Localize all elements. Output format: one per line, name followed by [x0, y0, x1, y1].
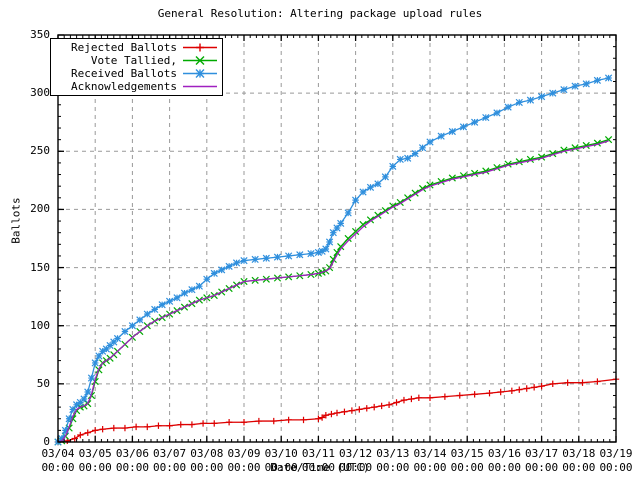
- x-tick-label-date: 03/07: [153, 447, 187, 460]
- chart-title: General Resolution: Altering package upl…: [157, 7, 483, 20]
- y-tick-label: 150: [30, 260, 50, 274]
- axis-ticks: [57, 34, 617, 443]
- x-tick-label-date: 03/09: [227, 447, 261, 460]
- x-axis-title: Date/Time (UTC): [270, 461, 370, 474]
- legend-item-0[interactable]: Rejected Ballots: [53, 41, 218, 54]
- x-tick-label-date: 03/18: [562, 447, 596, 460]
- x-tick-label-time: 00:00: [339, 461, 373, 474]
- x-tick-label-time: 00:00: [227, 461, 261, 474]
- x-tick-label-time: 00:00: [487, 461, 521, 474]
- legend-item-label: Vote Tallied,: [90, 54, 177, 67]
- x-tick-label-time: 00:00: [190, 461, 224, 474]
- x-tick-label-date: 03/15: [450, 447, 484, 460]
- x-tick-label-time: 00:00: [599, 461, 633, 474]
- x-tick-label-date: 03/12: [339, 447, 373, 460]
- x-tick-label-time: 00:00: [376, 461, 410, 474]
- legend-sample-none-icon: [183, 85, 217, 88]
- legend-sample-star-icon: [183, 69, 217, 78]
- x-tick-label-time: 00:00: [115, 461, 149, 474]
- x-tick-label-date: 03/16: [487, 447, 521, 460]
- x-tick-label-time: 00:00: [301, 461, 335, 474]
- x-tick-label-date: 03/14: [413, 447, 447, 460]
- legend-item-label: Received Ballots: [71, 67, 177, 80]
- legend-sample-plus-icon: [183, 43, 217, 52]
- x-tick-label-time: 00:00: [153, 461, 187, 474]
- x-tick-label-date: 03/05: [78, 447, 112, 460]
- series-1: [54, 136, 613, 446]
- chart-legend: Rejected Ballots Vote Tallied, Received Ba…: [50, 38, 223, 96]
- legend-item-label: Acknowledgements: [71, 80, 177, 93]
- data-series-layer: [54, 74, 620, 446]
- legend-item-label: Rejected Ballots: [71, 41, 177, 54]
- legend-sample-x-icon: [183, 56, 217, 65]
- grid-lines: [58, 35, 616, 442]
- y-axis-title: Ballots: [9, 197, 23, 244]
- x-tick-label-date: 03/13: [376, 447, 410, 460]
- x-tick-label-date: 03/11: [301, 447, 335, 460]
- y-tick-label: 50: [36, 376, 50, 390]
- y-tick-label: 100: [30, 318, 50, 332]
- y-tick-label: 300: [30, 86, 50, 100]
- series-3: [57, 140, 609, 443]
- x-tick-label-date: 03/19: [599, 447, 633, 460]
- y-tick-label: 0: [43, 435, 50, 448]
- y-tick-label: 200: [30, 202, 50, 216]
- y-tick-label: 350: [30, 28, 50, 41]
- x-tick-label-time: 00:00: [562, 461, 596, 474]
- x-tick-label-time: 00:00: [450, 461, 484, 474]
- series-0: [54, 376, 620, 446]
- x-tick-label-date: 03/10: [264, 447, 298, 460]
- x-tick-label-date: 03/06: [115, 447, 149, 460]
- x-tick-label-date: 03/08: [190, 447, 224, 460]
- x-tick-label-time: 00:00: [41, 461, 75, 474]
- x-tick-label-date: 03/17: [525, 447, 559, 460]
- x-tick-label-time: 00:00: [525, 461, 559, 474]
- legend-item-2[interactable]: Received Ballots: [53, 67, 218, 80]
- x-tick-label-date: 03/04: [41, 447, 75, 460]
- legend-item-1[interactable]: Vote Tallied,: [53, 54, 218, 67]
- x-tick-label-time: 00:00: [413, 461, 447, 474]
- y-tick-label: 250: [30, 144, 50, 158]
- x-tick-label-time: 00:00: [264, 461, 298, 474]
- legend-item-3[interactable]: Acknowledgements: [53, 80, 218, 93]
- axis-frame: [57, 34, 617, 443]
- x-tick-label-time: 00:00: [78, 461, 112, 474]
